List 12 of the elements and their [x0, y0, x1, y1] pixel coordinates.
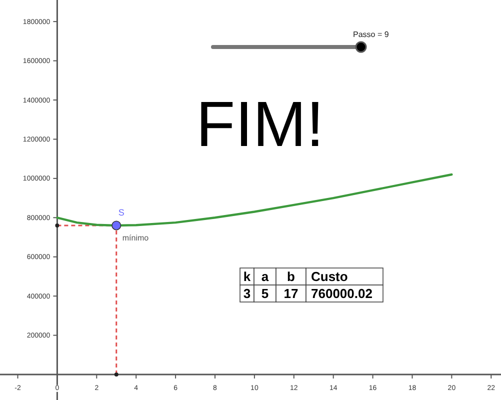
annotation: b: [287, 269, 296, 284]
annotation: mínimo: [122, 233, 150, 242]
annotation: k: [243, 269, 252, 284]
text: FIM!: [196, 88, 324, 160]
annotation: 760000.02: [311, 286, 372, 301]
annotation: 17: [284, 286, 298, 301]
annotation: Passo = 9: [353, 30, 390, 39]
annotation: 3: [243, 286, 251, 301]
annotation: 5: [261, 286, 269, 301]
series-label: S: [118, 207, 124, 218]
annotation: Custo: [311, 269, 348, 284]
annotation: a: [261, 269, 270, 284]
